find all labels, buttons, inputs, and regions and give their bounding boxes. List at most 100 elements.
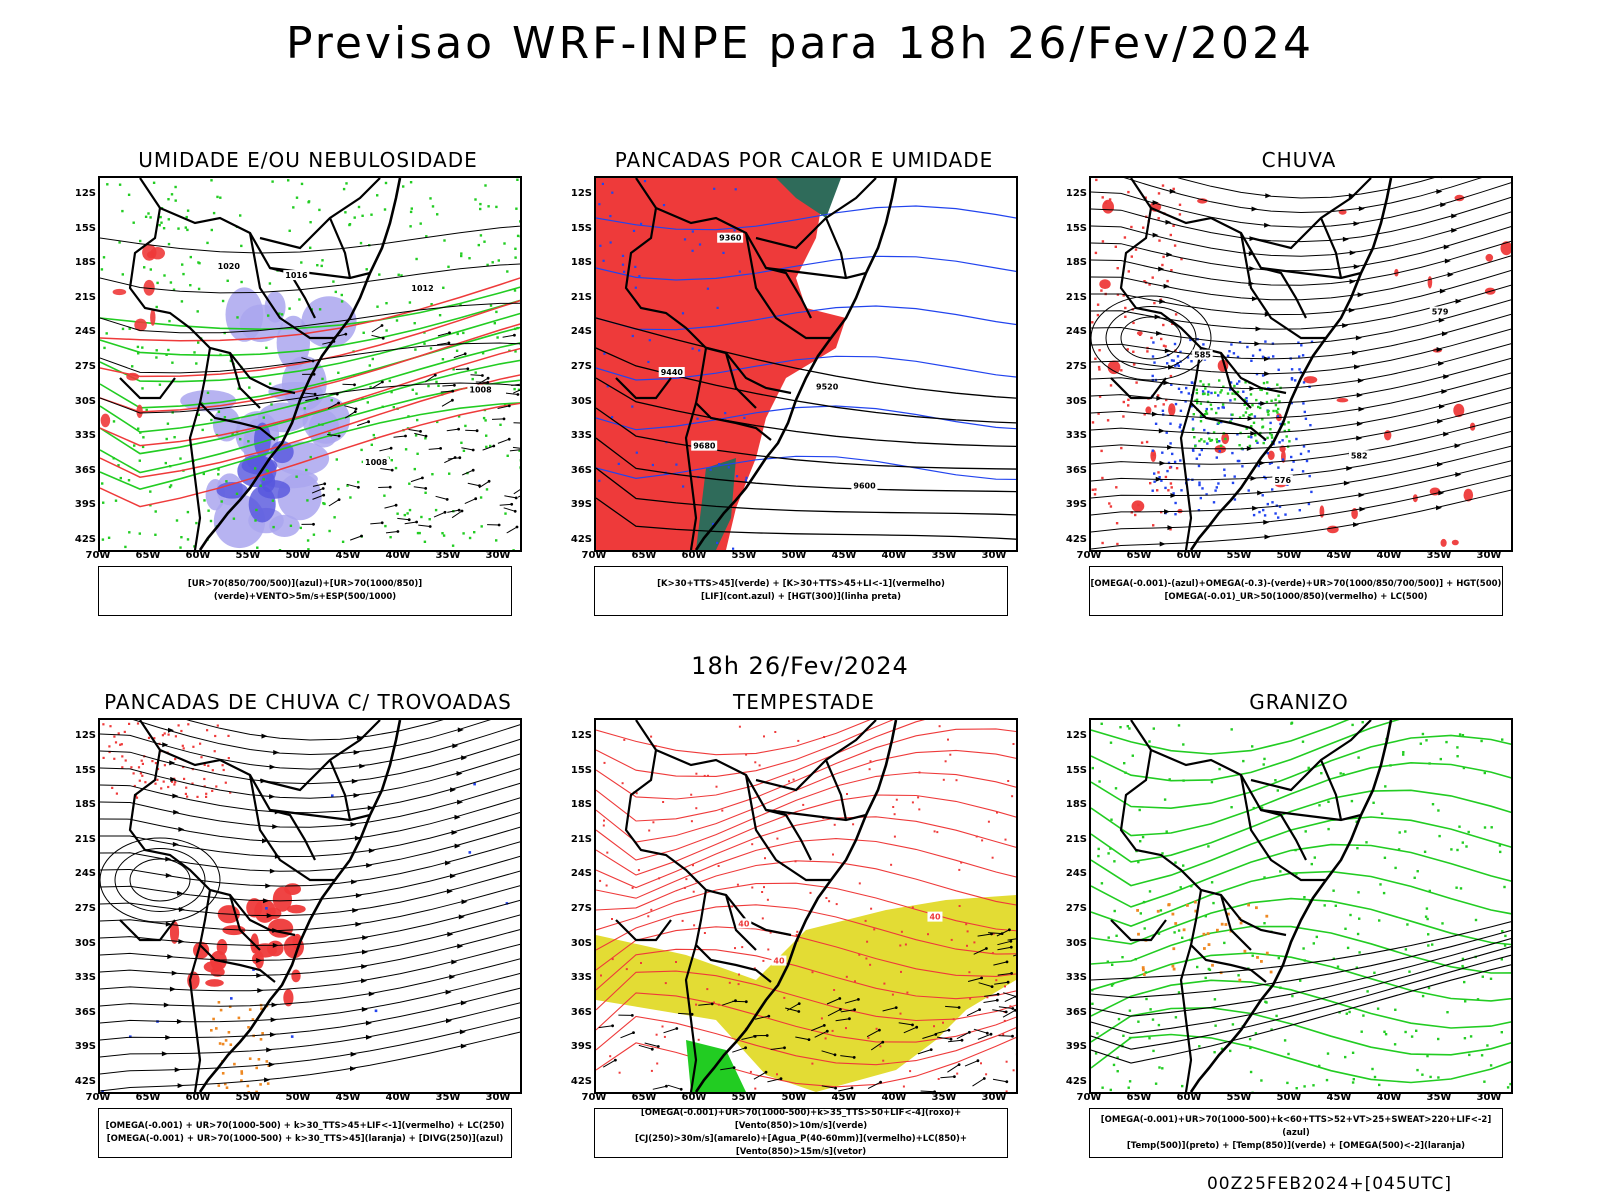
speckle	[1210, 391, 1213, 395]
speckle	[1260, 388, 1263, 392]
wind-vector-head	[1015, 995, 1016, 998]
speckle	[1143, 413, 1146, 416]
streamline-arrow	[1343, 480, 1350, 486]
speckle	[485, 434, 488, 437]
country-border	[119, 919, 176, 942]
speckle	[1172, 492, 1175, 495]
wind-vector-head	[507, 404, 511, 408]
streamline	[1091, 211, 1511, 257]
speckle	[1218, 379, 1221, 382]
speckle	[955, 779, 958, 782]
speckle	[1271, 501, 1274, 504]
speckle	[460, 254, 463, 258]
country-border	[188, 402, 202, 550]
wind-vector-head	[630, 1014, 634, 1017]
speckle	[155, 305, 158, 309]
speckle	[1283, 423, 1286, 426]
speckle	[1462, 766, 1466, 770]
speckle	[197, 341, 200, 344]
speckle	[186, 209, 190, 212]
speckle	[1160, 337, 1163, 341]
speckle	[835, 903, 838, 906]
wind-vector	[441, 399, 453, 407]
wind-vector	[785, 1007, 799, 1012]
wind-vector-head	[765, 1034, 769, 1037]
speckle	[414, 434, 418, 437]
speckle	[868, 768, 871, 771]
speckle	[1230, 806, 1233, 809]
wind-vector-head	[990, 932, 993, 936]
streamline-arrow	[365, 1034, 372, 1040]
wind-vector	[722, 1000, 736, 1006]
speckle	[722, 251, 725, 254]
speckle	[890, 863, 893, 866]
lat-tick-label: 18S	[570, 257, 592, 269]
streamline	[1091, 328, 1511, 375]
speckle	[1446, 1011, 1449, 1014]
speckle	[602, 824, 605, 827]
speckle	[362, 331, 365, 334]
speckle	[603, 352, 606, 355]
speckle	[1166, 362, 1169, 365]
lat-tick-label: 36S	[74, 1006, 96, 1018]
speckle	[891, 993, 894, 996]
wind-vector	[997, 946, 1012, 951]
speckle	[248, 1008, 252, 1011]
speckle	[240, 1072, 244, 1075]
wind-vector	[997, 940, 1012, 946]
speckle	[169, 465, 172, 468]
speckle	[1149, 1008, 1152, 1011]
speckle	[251, 1018, 255, 1021]
streamline-arrow	[1259, 460, 1266, 466]
speckle	[1301, 470, 1305, 473]
streamline-arrow	[272, 824, 279, 830]
speckle	[1004, 838, 1007, 841]
speckle	[1279, 870, 1282, 873]
speckle	[197, 413, 200, 416]
streamline	[1091, 182, 1511, 228]
wind-vector	[453, 353, 466, 359]
streamline-arrow	[450, 787, 457, 793]
speckle	[181, 744, 184, 747]
wind-vector-head	[337, 401, 340, 405]
speckle	[1172, 947, 1176, 951]
wind-vector	[973, 948, 987, 955]
speckle	[219, 196, 222, 199]
speckle	[1421, 1073, 1424, 1076]
speckle	[300, 261, 303, 264]
speckle	[1217, 421, 1220, 425]
speckle	[473, 782, 476, 786]
wind-vector	[956, 1031, 970, 1040]
lat-tick-label: 27S	[1065, 903, 1087, 914]
speckle	[1224, 437, 1227, 441]
wind-vector	[898, 1022, 913, 1026]
wind-vector	[966, 1009, 980, 1017]
speckle	[623, 738, 626, 741]
streamline-arrow	[1170, 493, 1177, 499]
speckle	[203, 763, 206, 766]
speckle	[305, 468, 308, 472]
main-title: Previsao WRF-INPE para 18h 26/Fev/2024	[286, 18, 1314, 69]
speckle	[600, 974, 602, 977]
lat-tick-label: 27S	[570, 361, 592, 372]
wind-vector-head	[995, 998, 999, 1002]
lat-tick-label: 36S	[570, 464, 592, 476]
wind-vector	[478, 480, 490, 489]
speckle	[809, 891, 812, 894]
streamline-arrow	[458, 914, 465, 920]
wind-vector-head	[960, 1038, 964, 1042]
speckle	[135, 796, 139, 799]
speckle	[1300, 344, 1303, 347]
speckle	[1288, 440, 1291, 443]
speckle	[783, 996, 786, 999]
streamline-arrow	[1451, 227, 1458, 233]
speckle	[1167, 489, 1170, 492]
speckle	[228, 1005, 232, 1008]
speckle	[1233, 384, 1236, 388]
contour-label-bg	[658, 367, 685, 378]
speckle	[1165, 830, 1168, 833]
speckle	[966, 930, 969, 933]
speckle	[1100, 882, 1104, 885]
wind-vector-head	[764, 1070, 768, 1074]
wind-vector-head	[656, 1045, 660, 1048]
